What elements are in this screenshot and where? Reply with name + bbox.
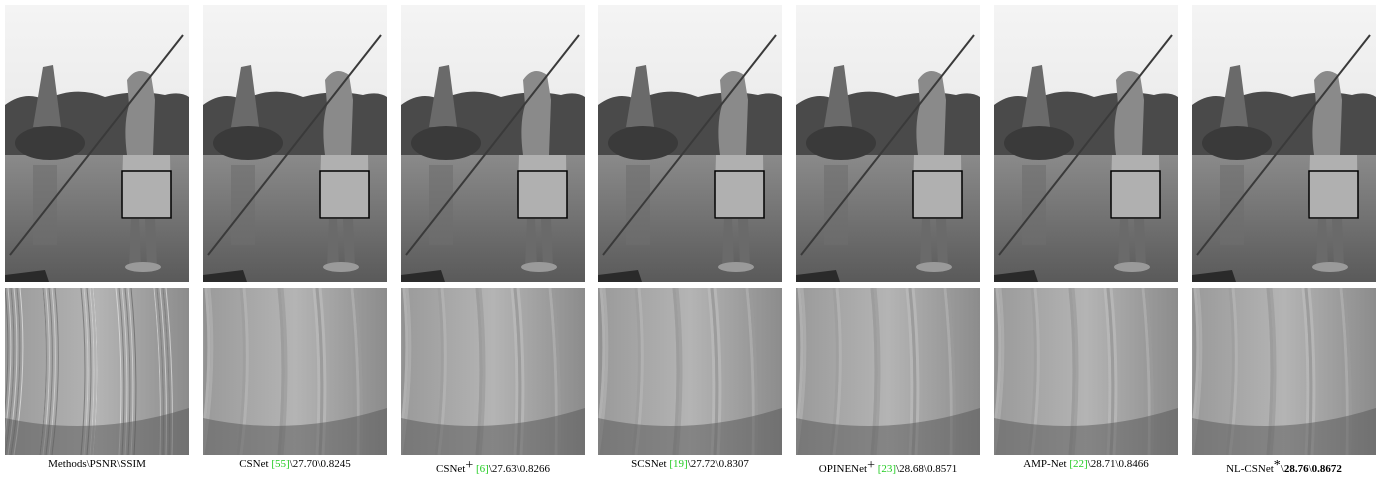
- scene: [401, 5, 585, 282]
- zoom-crop: [401, 288, 585, 455]
- full-image: [994, 5, 1178, 282]
- method-column: Methods\PSNR\SSIM: [5, 0, 189, 477]
- separator: \: [516, 463, 520, 475]
- reference: [19]: [669, 458, 688, 470]
- separator: \: [896, 463, 900, 475]
- texture-streak: [994, 288, 1002, 446]
- psnr: 27.72: [690, 458, 716, 470]
- separator: \: [317, 458, 321, 470]
- texture-streak: [401, 288, 406, 423]
- psnr: 28.68: [899, 463, 924, 475]
- full-image: [796, 5, 980, 282]
- scene: [203, 5, 387, 282]
- separator: \: [923, 463, 927, 475]
- reference: [23]: [877, 463, 897, 475]
- zoom-crop: [598, 288, 782, 455]
- reference: [22]: [1069, 458, 1088, 470]
- crop-shadow: [994, 408, 1178, 455]
- zoom-crop: [203, 288, 387, 455]
- caption: NL-CSNet*\28.76\0.8672: [1182, 458, 1386, 475]
- method-name: OPINENet: [818, 463, 868, 475]
- separator: \: [715, 458, 719, 470]
- crop-shadow: [796, 408, 980, 455]
- method-sup: *: [1273, 458, 1281, 473]
- separator: \: [1087, 458, 1091, 470]
- ssim: 0.8571: [926, 463, 958, 475]
- method-column: CSNet [55]\27.70\0.8245: [203, 0, 387, 477]
- method-column: CSNet+ [6]\27.63\0.8266: [401, 0, 585, 477]
- separator: \: [1308, 463, 1312, 475]
- reference: [6]: [476, 463, 489, 475]
- ssim: 0.8307: [718, 458, 749, 470]
- separator: \: [289, 458, 293, 470]
- method-name: CSNet: [239, 458, 269, 470]
- full-image: [401, 5, 585, 282]
- method-column: SCSNet [19]\27.72\0.8307: [598, 0, 782, 477]
- method-column: OPINENet+ [23]\28.68\0.8571: [796, 0, 980, 477]
- caption-header: Methods\PSNR\SSIM: [48, 458, 146, 470]
- method-sup: +: [867, 458, 875, 473]
- method-column: AMP-Net [22]\28.71\0.8466: [994, 0, 1178, 477]
- crop-shadow: [203, 408, 387, 455]
- reference: [55]: [271, 458, 290, 470]
- full-image: [203, 5, 387, 282]
- texture-streak: [401, 288, 409, 446]
- texture-streak: [203, 288, 208, 423]
- method-name: NL-CSNet: [1226, 463, 1274, 475]
- texture-streak: [1192, 288, 1200, 446]
- ssim: 0.8245: [320, 458, 351, 470]
- texture-streak: [796, 288, 804, 446]
- caption: OPINENet+ [23]\28.68\0.8571: [786, 458, 990, 475]
- psnr: 28.76: [1283, 463, 1309, 475]
- crop-shadow: [401, 408, 585, 455]
- texture-streak: [796, 288, 801, 423]
- scene: [796, 5, 980, 282]
- separator: \: [488, 463, 492, 475]
- caption: CSNet+ [6]\27.63\0.8266: [391, 458, 595, 475]
- psnr: 27.70: [292, 458, 318, 470]
- psnr: 27.63: [491, 463, 517, 475]
- method-name: CSNet: [436, 463, 466, 475]
- texture-streak: [5, 288, 9, 414]
- texture-streak: [1192, 288, 1197, 423]
- texture-streak: [598, 288, 603, 423]
- zoom-crop: [796, 288, 980, 455]
- separator: \: [1280, 463, 1284, 475]
- method-column: NL-CSNet*\28.76\0.8672: [1192, 0, 1376, 477]
- caption: SCSNet [19]\27.72\0.8307: [588, 458, 792, 470]
- caption: CSNet [55]\27.70\0.8245: [193, 458, 397, 470]
- texture-streak: [5, 288, 12, 439]
- full-image: [598, 5, 782, 282]
- crop-shadow: [5, 408, 189, 455]
- method-sup: +: [465, 458, 474, 473]
- zoom-crop: [5, 288, 189, 455]
- zoom-crop: [994, 288, 1178, 455]
- scene: [1192, 5, 1376, 282]
- texture-streak: [994, 288, 999, 423]
- full-image: [1192, 5, 1376, 282]
- texture-streak: [598, 288, 606, 446]
- psnr: 28.71: [1090, 458, 1116, 470]
- crop-shadow: [598, 408, 782, 455]
- method-name: AMP-Net: [1023, 458, 1067, 470]
- ssim: 0.8672: [1311, 463, 1342, 475]
- scene: [994, 5, 1178, 282]
- ssim: 0.8466: [1118, 458, 1149, 470]
- crop-shadow: [1192, 408, 1376, 455]
- scene: [5, 5, 189, 282]
- method-name: SCSNet: [631, 458, 667, 470]
- ssim: 0.8266: [519, 463, 550, 475]
- zoom-crop: [1192, 288, 1376, 455]
- caption: AMP-Net [22]\28.71\0.8466: [984, 458, 1188, 470]
- scene: [598, 5, 782, 282]
- caption: Methods\PSNR\SSIM: [0, 458, 199, 470]
- texture-streak: [203, 288, 211, 446]
- full-image: [5, 5, 189, 282]
- separator: \: [1115, 458, 1119, 470]
- separator: \: [687, 458, 691, 470]
